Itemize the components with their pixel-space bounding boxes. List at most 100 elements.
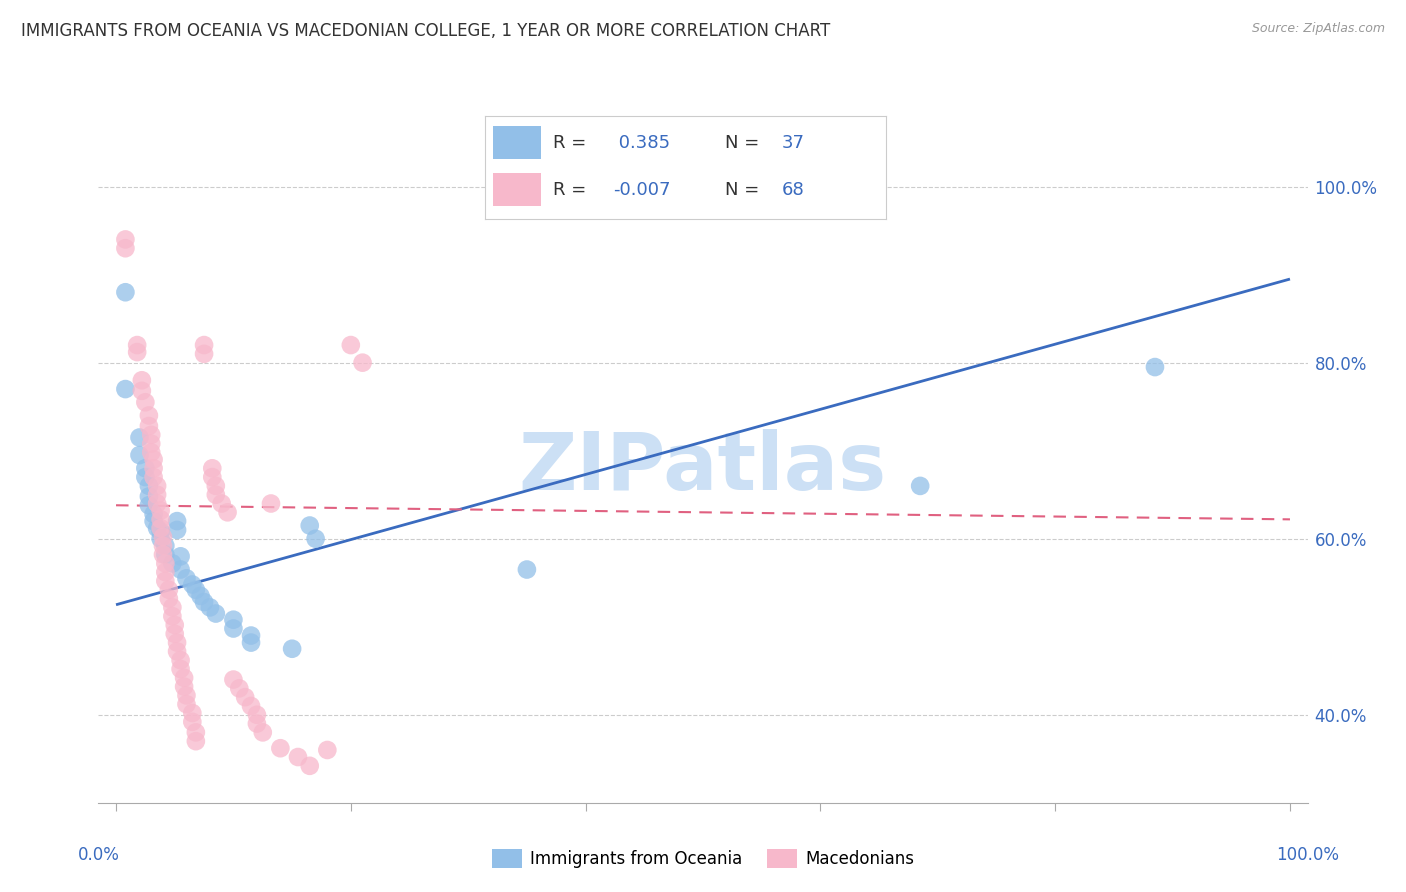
Point xyxy=(166,635,188,649)
Point xyxy=(142,452,165,467)
Point xyxy=(157,582,180,597)
Point xyxy=(184,734,207,748)
Point xyxy=(152,539,174,553)
Point xyxy=(152,530,174,544)
Point xyxy=(228,681,250,696)
Point xyxy=(162,600,184,615)
Point xyxy=(128,430,150,444)
Point xyxy=(211,496,233,510)
Text: 100.0%: 100.0% xyxy=(1277,847,1339,864)
Point xyxy=(138,419,160,434)
Point xyxy=(146,496,169,510)
Text: 37: 37 xyxy=(782,134,804,152)
Point xyxy=(169,562,191,576)
Point xyxy=(141,436,163,450)
Point xyxy=(1143,360,1166,375)
Point xyxy=(146,479,169,493)
Point xyxy=(233,690,256,705)
Text: IMMIGRANTS FROM OCEANIA VS MACEDONIAN COLLEGE, 1 YEAR OR MORE CORRELATION CHART: IMMIGRANTS FROM OCEANIA VS MACEDONIAN CO… xyxy=(21,22,831,40)
Point xyxy=(149,524,172,539)
Point xyxy=(340,338,363,352)
Point xyxy=(162,609,184,624)
Text: 0.385: 0.385 xyxy=(613,134,671,152)
Point xyxy=(142,461,165,475)
Point xyxy=(193,347,215,361)
Point xyxy=(222,622,245,636)
Point xyxy=(184,582,207,597)
Point xyxy=(181,714,204,729)
Point xyxy=(240,628,263,642)
Point xyxy=(240,635,263,649)
Point xyxy=(127,338,149,352)
Point xyxy=(269,741,291,756)
Point xyxy=(204,479,226,493)
Point xyxy=(149,512,172,526)
Point xyxy=(131,384,153,398)
Point xyxy=(141,428,163,442)
Text: R =: R = xyxy=(553,181,592,199)
Point xyxy=(184,725,207,739)
Point xyxy=(176,689,198,703)
Point xyxy=(155,539,177,553)
Point xyxy=(169,653,191,667)
Point xyxy=(198,600,221,615)
Point xyxy=(138,498,160,512)
Point xyxy=(173,671,195,685)
Point xyxy=(193,595,215,609)
Point xyxy=(201,461,224,475)
Point xyxy=(127,345,149,359)
Text: 68: 68 xyxy=(782,181,804,199)
Point xyxy=(114,382,136,396)
Point xyxy=(222,673,245,687)
Point xyxy=(149,521,172,535)
Point xyxy=(155,548,177,562)
Point xyxy=(246,707,269,722)
Point xyxy=(141,445,163,459)
Point xyxy=(114,241,136,255)
Point xyxy=(193,338,215,352)
Text: Source: ZipAtlas.com: Source: ZipAtlas.com xyxy=(1251,22,1385,36)
Point xyxy=(163,618,186,632)
Point xyxy=(352,356,374,370)
Point xyxy=(169,549,191,564)
Point xyxy=(114,285,136,300)
Point xyxy=(252,725,274,739)
Text: 0.0%: 0.0% xyxy=(77,847,120,864)
Point xyxy=(260,496,283,510)
Point xyxy=(146,521,169,535)
Point xyxy=(169,662,191,676)
Point xyxy=(155,557,177,571)
Point xyxy=(240,698,263,713)
Point xyxy=(142,514,165,528)
Point xyxy=(190,589,212,603)
Point xyxy=(246,716,269,731)
Point xyxy=(204,607,226,621)
Point xyxy=(138,479,160,493)
Point xyxy=(222,613,245,627)
Point xyxy=(166,523,188,537)
Point xyxy=(298,518,321,533)
Point xyxy=(131,373,153,387)
Point xyxy=(201,470,224,484)
Point xyxy=(142,470,165,484)
Text: N =: N = xyxy=(725,134,765,152)
Point xyxy=(134,461,156,475)
Point xyxy=(287,750,309,764)
Point xyxy=(176,571,198,585)
Point xyxy=(155,574,177,588)
Point xyxy=(304,532,326,546)
Point xyxy=(181,577,204,591)
Point xyxy=(908,479,931,493)
Point xyxy=(138,490,160,504)
Point xyxy=(142,507,165,521)
Point xyxy=(157,591,180,606)
Point xyxy=(204,488,226,502)
Text: ZIPatlas: ZIPatlas xyxy=(519,429,887,508)
Point xyxy=(166,514,188,528)
Point xyxy=(316,743,339,757)
Point xyxy=(155,565,177,579)
Point xyxy=(114,232,136,246)
Point xyxy=(217,505,239,519)
Point xyxy=(176,697,198,711)
Point xyxy=(281,641,304,656)
